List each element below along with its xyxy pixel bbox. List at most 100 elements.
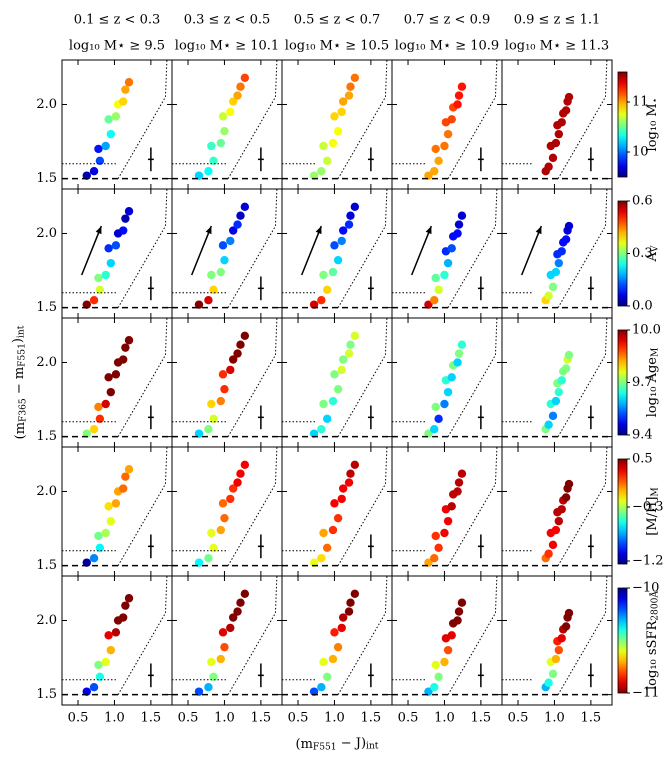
point xyxy=(337,107,346,117)
point xyxy=(94,531,103,541)
colorbar-tick-label: 9.7 xyxy=(632,375,653,390)
panel: 0.5 1.0 1.5 xyxy=(501,575,613,726)
point xyxy=(453,100,462,109)
panel-frame xyxy=(281,575,393,706)
y-axis-label: (mF365 − mF551)int xyxy=(10,325,28,439)
panel xyxy=(501,317,613,448)
point xyxy=(564,221,574,231)
point xyxy=(443,645,453,655)
point xyxy=(233,607,242,616)
point xyxy=(453,229,462,238)
label-text: log₁₀ Age xyxy=(645,357,660,418)
panel xyxy=(391,59,503,190)
selection-line xyxy=(117,188,168,308)
colorbar-tick-label: 9.4 xyxy=(632,428,653,443)
x-tick-label: 1.0 xyxy=(324,711,345,726)
point xyxy=(337,236,346,246)
point xyxy=(453,358,462,367)
point xyxy=(228,97,238,106)
point xyxy=(330,241,339,250)
point xyxy=(309,429,319,438)
arrow-head xyxy=(315,226,322,235)
point xyxy=(118,355,128,364)
point xyxy=(434,543,443,553)
label-text: (m xyxy=(296,737,313,752)
x-tick-label: 1.5 xyxy=(471,711,492,726)
point xyxy=(240,331,250,340)
column-subtitle: log₁₀ M⋆ ≥ 9.5 xyxy=(69,39,165,54)
panel xyxy=(391,188,503,319)
panel: 1.5 2.0 xyxy=(36,317,173,448)
point xyxy=(220,384,229,394)
point xyxy=(218,370,228,379)
point xyxy=(330,112,339,121)
point xyxy=(430,167,439,176)
selection-line xyxy=(227,317,278,437)
point xyxy=(319,141,328,151)
point xyxy=(440,141,449,151)
point xyxy=(317,167,326,176)
x-tick-label: 0.5 xyxy=(508,711,529,726)
selection-line xyxy=(227,575,278,695)
colorbar-tick-label: 0.0 xyxy=(632,299,653,314)
y-tick-label: 1.5 xyxy=(36,171,57,186)
point xyxy=(544,291,553,300)
point xyxy=(89,167,99,176)
panel xyxy=(501,59,613,190)
column-title: 0.3 ≤ z < 0.5 xyxy=(184,13,271,28)
panel-frame xyxy=(281,446,393,577)
point xyxy=(346,598,355,607)
point xyxy=(454,607,464,616)
label-text: − m xyxy=(11,367,26,398)
column-title: 0.1 ≤ z < 0.3 xyxy=(74,13,161,28)
point xyxy=(453,616,462,625)
colorbar-label: [M/H]M xyxy=(645,487,661,535)
point xyxy=(233,220,242,229)
point xyxy=(337,623,346,633)
point xyxy=(564,92,574,102)
point xyxy=(121,472,130,481)
panel xyxy=(281,446,393,577)
point xyxy=(124,594,134,603)
point xyxy=(561,106,571,115)
point xyxy=(350,202,360,211)
point xyxy=(218,499,228,508)
colorbar-label: log₁₀ AgeM xyxy=(645,348,661,418)
point xyxy=(101,141,110,151)
point xyxy=(424,687,433,696)
point xyxy=(82,429,91,438)
panel xyxy=(391,317,503,448)
point xyxy=(454,220,464,229)
point xyxy=(350,331,360,340)
point xyxy=(228,226,238,235)
point xyxy=(317,425,326,434)
point xyxy=(443,129,453,139)
point xyxy=(424,429,433,438)
point xyxy=(319,399,328,409)
point xyxy=(101,270,110,280)
x-tick-label: 1.5 xyxy=(361,711,382,726)
point xyxy=(457,469,467,478)
colorbar-tick-label: 0.5 xyxy=(632,452,653,467)
point xyxy=(564,350,574,360)
point xyxy=(207,657,216,667)
panel: 0.5 1.0 1.5 xyxy=(281,575,393,726)
label-text: log₁₀ M xyxy=(645,103,660,151)
colorbar xyxy=(617,200,628,307)
point xyxy=(228,613,238,622)
panel-frame xyxy=(171,446,283,577)
point xyxy=(424,300,433,309)
point xyxy=(338,484,348,493)
point xyxy=(121,343,130,352)
point xyxy=(443,387,453,397)
point xyxy=(561,364,571,373)
point xyxy=(240,460,250,469)
point xyxy=(94,402,103,412)
point xyxy=(350,589,360,598)
point xyxy=(209,156,218,166)
column-title: 0.7 ≤ z < 0.9 xyxy=(404,13,491,28)
point xyxy=(346,340,355,349)
point xyxy=(106,516,116,526)
selection-line xyxy=(117,446,168,566)
point xyxy=(330,370,339,379)
